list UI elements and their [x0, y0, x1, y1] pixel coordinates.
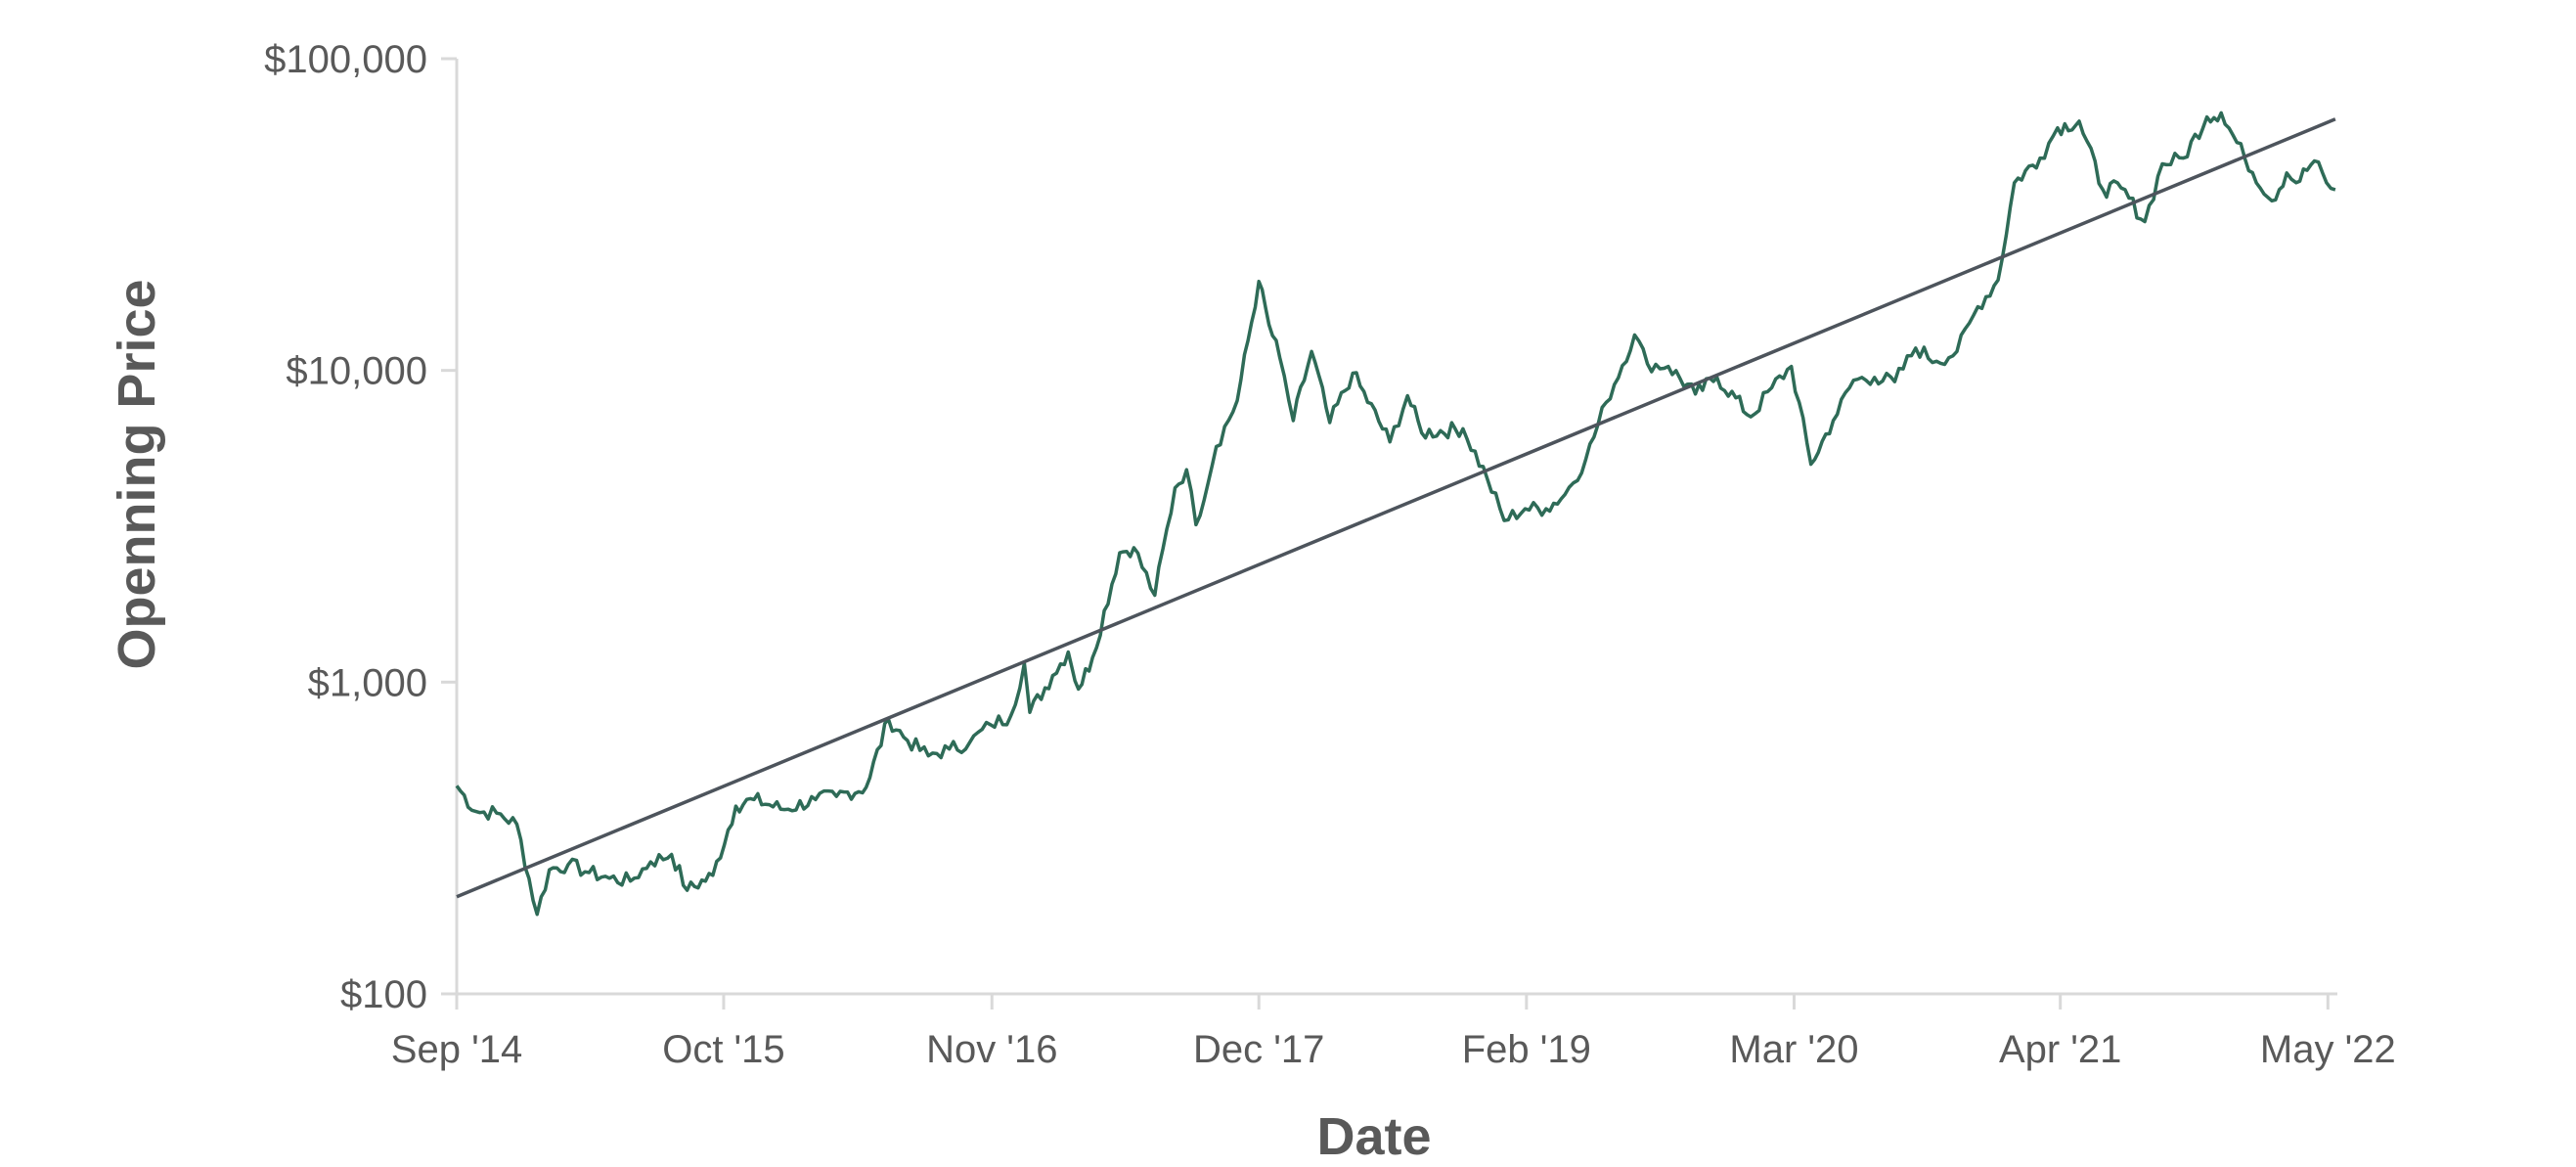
y-tick-label: $100,000	[264, 38, 427, 81]
x-tick-label: Apr '21	[1999, 1028, 2122, 1071]
x-tick-label: May '22	[2260, 1028, 2396, 1071]
y-tick-label: $1,000	[308, 661, 427, 704]
x-tick-label: Sep '14	[391, 1028, 522, 1071]
x-axis: Sep '14 Oct '15 Nov '16 Dec '17 Feb '19 Mar '…	[391, 992, 2396, 1071]
x-tick-label: Nov '16	[926, 1028, 1057, 1071]
price-series-line	[455, 111, 2336, 917]
y-axis-title: Openning Price	[108, 279, 166, 669]
x-axis-title: Date	[1316, 1107, 1431, 1166]
y-tick-label: $100	[340, 973, 427, 1016]
x-tick-label: Feb '19	[1462, 1028, 1591, 1071]
x-tick-label: Oct '15	[662, 1028, 784, 1071]
y-tick-label: $10,000	[286, 350, 427, 393]
x-tick-label: Mar '20	[1729, 1028, 1858, 1071]
trendline	[456, 117, 2336, 899]
y-axis: $100 $1,000 $10,000 $100,000	[264, 38, 459, 1016]
x-tick-label: Dec '17	[1193, 1028, 1324, 1071]
series-layer	[455, 111, 2336, 917]
